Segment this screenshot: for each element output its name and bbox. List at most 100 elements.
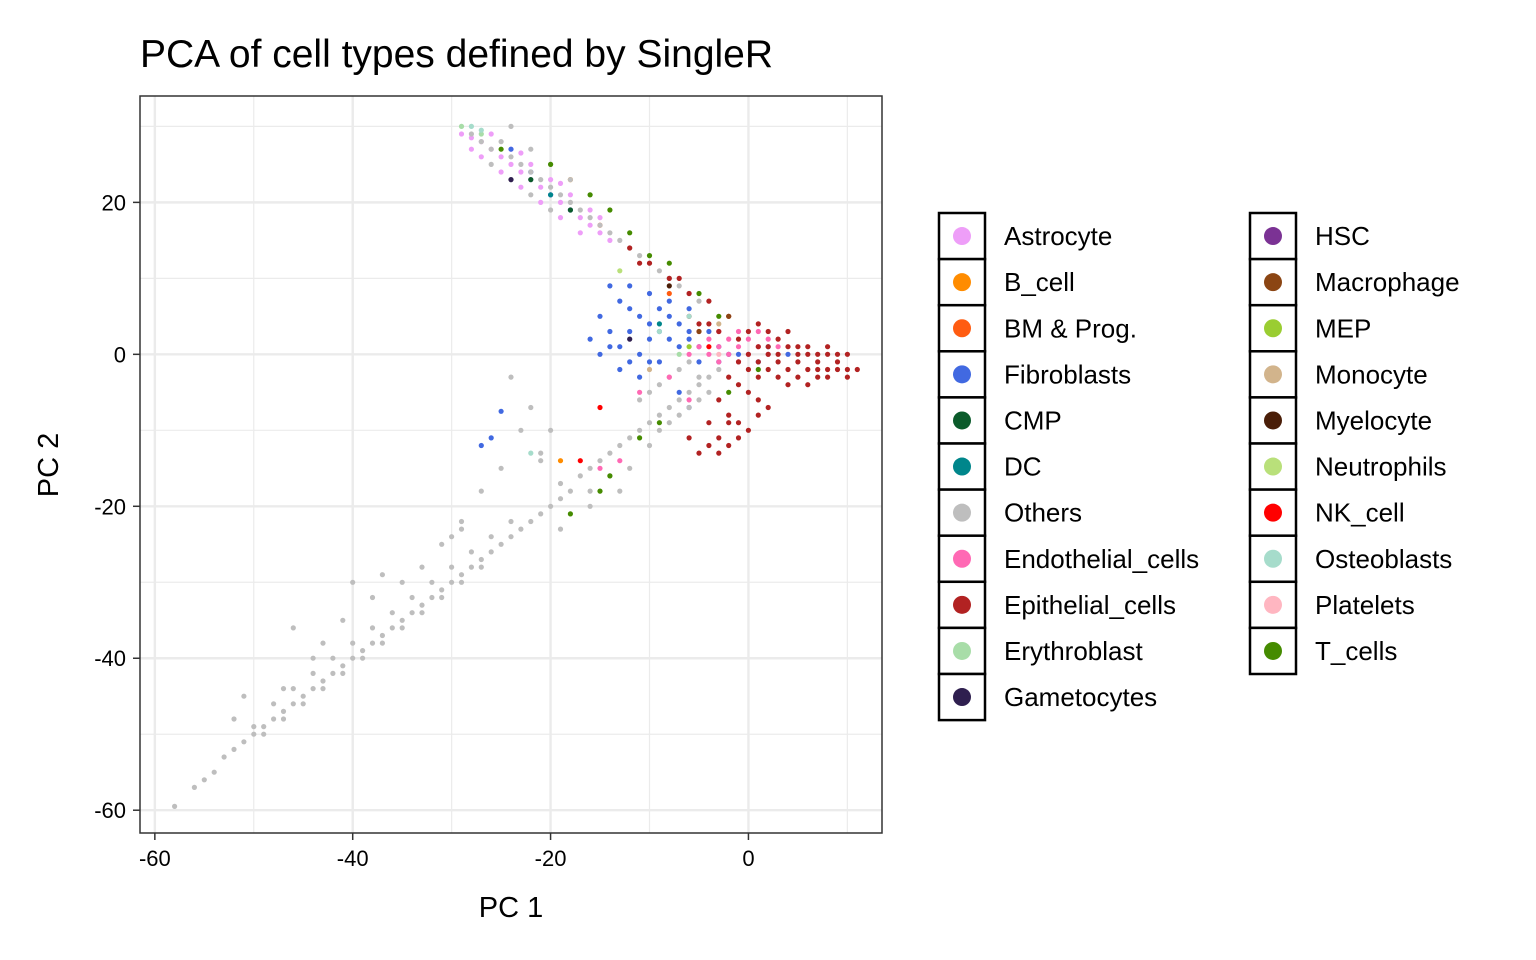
point-others [686, 389, 692, 395]
point-others [468, 549, 474, 555]
point-others [686, 404, 692, 411]
legend-label-bm-prog: BM & Prog. [1004, 313, 1137, 343]
point-epithelial-cells [825, 366, 831, 373]
point-others [508, 374, 514, 380]
point-astrocyte [587, 222, 593, 228]
point-epithelial-cells [627, 245, 633, 251]
point-others [439, 594, 445, 601]
point-epithelial-cells [706, 420, 712, 426]
point-others [488, 549, 494, 555]
point-fibroblasts [498, 408, 504, 414]
legend-label-endothelial-cells: Endothelial_cells [1004, 544, 1199, 574]
point-others [399, 617, 405, 623]
point-others [389, 610, 395, 616]
legend-label-dc: DC [1004, 452, 1042, 482]
point-others [429, 579, 435, 585]
legend-label-epithelial-cells: Epithelial_cells [1004, 590, 1176, 620]
point-fibroblasts [656, 306, 663, 312]
point-endothelial-cells [597, 465, 603, 471]
point-endothelial-cells [735, 344, 742, 350]
axes: -60 -40 -20 0 -60 -40 -20 0 20 [94, 190, 754, 871]
point-epithelial-cells [745, 427, 752, 433]
point-endothelial-cells [755, 328, 761, 335]
legend-swatch-neutrophils [1264, 457, 1282, 476]
point-astrocyte [498, 169, 504, 175]
legend-swatch-hsc [1264, 227, 1282, 246]
point-others [577, 473, 583, 479]
point-astrocyte [458, 131, 465, 137]
legend-swatch-myelocyte [1264, 411, 1282, 430]
plot-panel-border [139, 95, 883, 834]
point-others [538, 177, 544, 183]
point-others [528, 192, 534, 198]
point-others [548, 427, 554, 433]
legend-label-astrocyte: Astrocyte [1004, 221, 1112, 251]
point-nk-cell [597, 404, 603, 411]
y-tick-label: 20 [102, 190, 126, 215]
y-axis-title: PC 2 [33, 433, 65, 497]
point-dc [548, 192, 554, 198]
point-epithelial-cells [716, 328, 722, 335]
point-others [696, 298, 702, 304]
point-osteoblasts [468, 123, 474, 129]
point-others [211, 769, 217, 775]
point-others [607, 450, 613, 456]
point-others [300, 693, 306, 699]
point-fibroblasts [785, 351, 791, 357]
point-epithelial-cells [765, 328, 771, 335]
point-others [706, 389, 712, 395]
point-others [508, 123, 514, 129]
legend-swatch-astrocyte [953, 227, 971, 246]
point-epithelial-cells [815, 351, 821, 357]
point-astrocyte [518, 169, 524, 175]
point-epithelial-cells [795, 351, 801, 357]
point-fibroblasts [666, 298, 672, 304]
point-others [290, 625, 296, 631]
point-macrophage [696, 328, 702, 335]
point-epithelial-cells [637, 260, 643, 266]
point-b-cell [557, 458, 564, 464]
point-epithelial-cells [686, 435, 692, 441]
legend-label-gametocytes: Gametocytes [1004, 682, 1157, 712]
point-astrocyte [557, 199, 564, 205]
point-astrocyte [577, 215, 583, 221]
point-epithelial-cells [854, 366, 860, 373]
point-others [666, 404, 672, 411]
point-others [508, 518, 514, 525]
point-fibroblasts [686, 336, 692, 342]
point-others [468, 131, 474, 137]
point-others [627, 435, 633, 441]
point-others [271, 701, 277, 707]
point-epithelial-cells [785, 382, 791, 388]
point-epithelial-cells [755, 344, 761, 350]
point-others [369, 594, 376, 601]
point-others [488, 146, 494, 152]
point-others [498, 541, 504, 547]
point-t-cells [696, 290, 702, 297]
point-cmp [528, 177, 534, 183]
point-epithelial-cells [726, 412, 732, 418]
point-others [676, 397, 682, 403]
point-epithelial-cells [735, 382, 742, 388]
point-others [360, 648, 366, 654]
point-t-cells [755, 366, 761, 373]
point-astrocyte [488, 131, 494, 137]
point-others [409, 594, 415, 601]
point-fibroblasts [676, 321, 682, 327]
point-others [656, 427, 663, 433]
point-fibroblasts [646, 336, 653, 342]
point-fibroblasts [607, 283, 613, 289]
point-others [379, 640, 385, 646]
point-others [340, 617, 346, 623]
legend-label-hsc: HSC [1315, 221, 1370, 251]
point-others [280, 716, 287, 722]
point-epithelial-cells [844, 366, 851, 373]
point-erythroblast [478, 131, 484, 137]
point-others [508, 154, 514, 160]
point-others [429, 594, 435, 601]
point-endothelial-cells [735, 328, 742, 335]
point-others [350, 579, 356, 585]
point-epithelial-cells [775, 351, 781, 357]
point-others [567, 199, 574, 205]
point-astrocyte [607, 237, 613, 243]
